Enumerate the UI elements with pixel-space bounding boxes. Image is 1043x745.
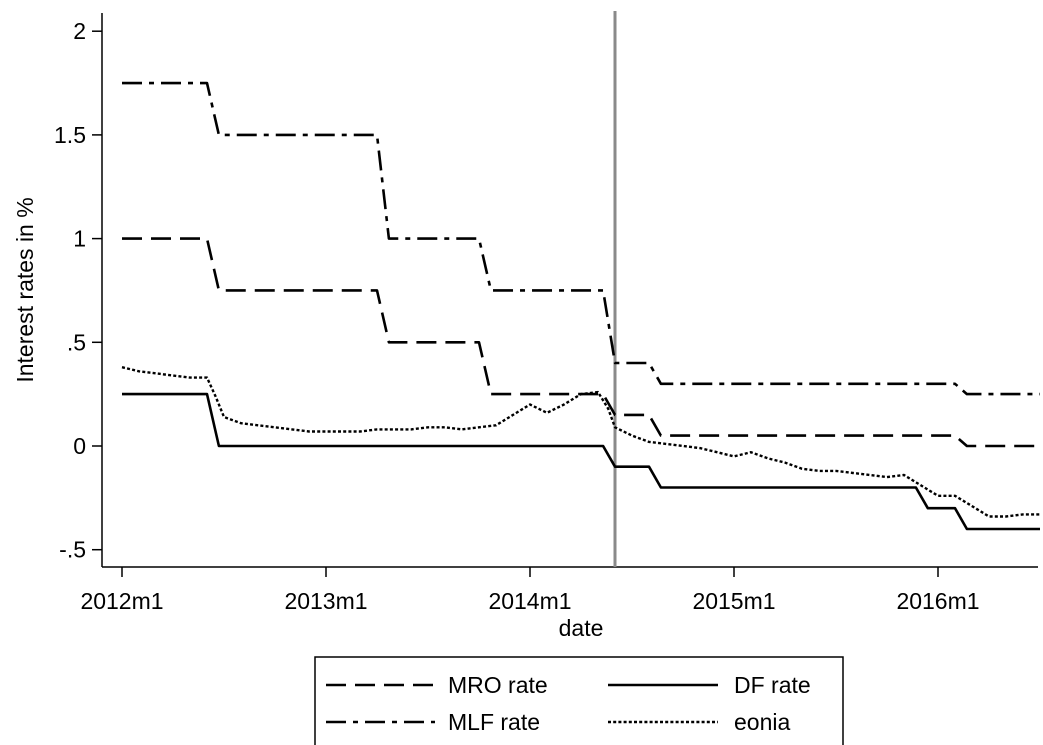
x-tick-label: 2013m1	[284, 588, 367, 614]
legend-label: eonia	[734, 709, 790, 735]
y-tick-label: 2	[73, 18, 86, 44]
y-axis-title: Interest rates in %	[12, 197, 38, 382]
y-tick-label: 1.5	[54, 122, 86, 148]
series-line-mlf-rate	[122, 81, 1040, 396]
x-tick-label: 2014m1	[488, 588, 571, 614]
legend: MRO rate DF rate MLF rate eonia	[314, 656, 844, 745]
series-line-eonia	[121, 366, 1040, 518]
legend-label: MLF rate	[448, 709, 540, 735]
y-tick-label: .5	[67, 329, 86, 355]
y-tick-label: -.5	[59, 537, 86, 563]
y-tick-label: 0	[73, 433, 86, 459]
legend-label: MRO rate	[448, 672, 548, 698]
x-tick-label: 2012m1	[80, 588, 163, 614]
x-axis-title: date	[559, 615, 604, 641]
y-ticks: -.5 0 .5 1 1.5 2	[54, 18, 102, 563]
series-layer	[121, 81, 1040, 531]
x-ticks: 2012m1 2013m1 2014m1 2015m1 2016m1	[80, 567, 980, 614]
series-line-df-rate	[122, 392, 1040, 531]
legend-label: DF rate	[734, 672, 811, 698]
y-tick-label: 1	[73, 226, 86, 252]
x-tick-label: 2015m1	[692, 588, 775, 614]
legend-box	[314, 656, 844, 745]
series-line-mro-rate	[122, 237, 1040, 448]
x-tick-label: 2016m1	[896, 588, 979, 614]
